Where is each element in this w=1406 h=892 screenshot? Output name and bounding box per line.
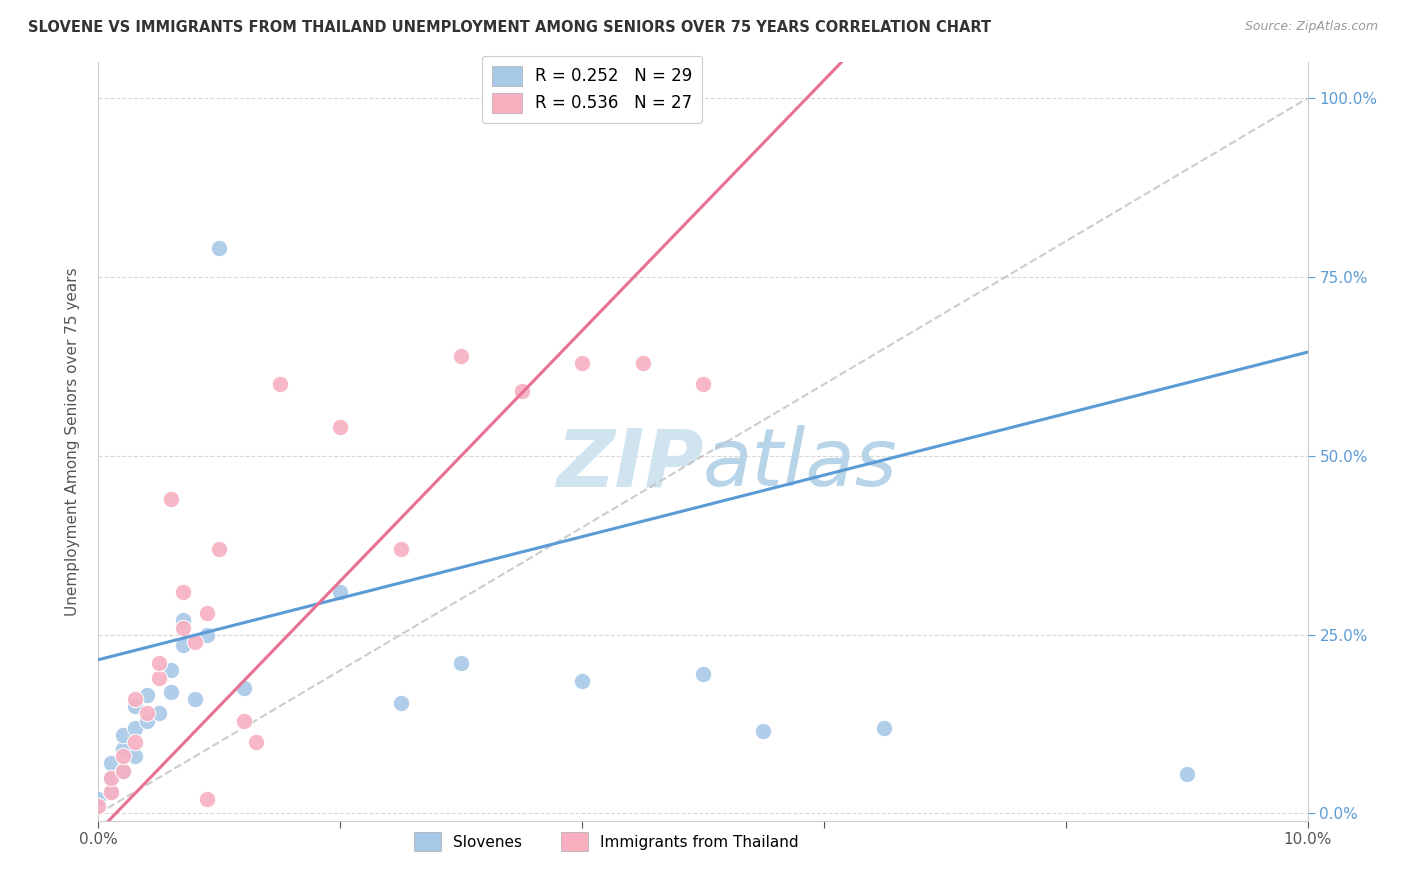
- Point: [87, 799, 110, 814]
- Point: [195, 792, 218, 806]
- Point: [124, 749, 146, 764]
- Point: [571, 356, 593, 370]
- Point: [160, 685, 183, 699]
- Point: [184, 635, 207, 649]
- Point: [752, 724, 775, 739]
- Point: [124, 721, 146, 735]
- Point: [100, 785, 122, 799]
- Text: SLOVENE VS IMMIGRANTS FROM THAILAND UNEMPLOYMENT AMONG SENIORS OVER 75 YEARS COR: SLOVENE VS IMMIGRANTS FROM THAILAND UNEM…: [28, 20, 991, 35]
- Point: [160, 491, 183, 506]
- Point: [450, 657, 472, 671]
- Point: [172, 620, 194, 634]
- Text: atlas: atlas: [703, 425, 898, 503]
- Point: [148, 706, 170, 721]
- Point: [329, 420, 352, 434]
- Point: [510, 384, 533, 399]
- Legend: Slovenes, Immigrants from Thailand: Slovenes, Immigrants from Thailand: [406, 824, 807, 858]
- Point: [389, 696, 412, 710]
- Point: [692, 377, 714, 392]
- Point: [124, 692, 146, 706]
- Point: [184, 692, 207, 706]
- Point: [631, 356, 654, 370]
- Point: [135, 689, 157, 703]
- Point: [148, 657, 170, 671]
- Point: [135, 714, 157, 728]
- Text: Source: ZipAtlas.com: Source: ZipAtlas.com: [1244, 20, 1378, 33]
- Point: [195, 606, 218, 620]
- Point: [111, 728, 134, 742]
- Point: [172, 639, 194, 653]
- Point: [571, 674, 593, 689]
- Point: [100, 785, 122, 799]
- Point: [873, 721, 896, 735]
- Point: [245, 735, 267, 749]
- Point: [100, 756, 122, 771]
- Point: [389, 541, 412, 556]
- Point: [124, 735, 146, 749]
- Point: [135, 706, 157, 721]
- Y-axis label: Unemployment Among Seniors over 75 years: Unemployment Among Seniors over 75 years: [65, 268, 80, 615]
- Point: [450, 349, 472, 363]
- Point: [692, 667, 714, 681]
- Point: [111, 764, 134, 778]
- Point: [172, 613, 194, 627]
- Point: [195, 628, 218, 642]
- Point: [100, 771, 122, 785]
- Point: [100, 771, 122, 785]
- Point: [111, 749, 134, 764]
- Point: [160, 664, 183, 678]
- Point: [232, 714, 254, 728]
- Point: [329, 584, 352, 599]
- Text: ZIP: ZIP: [555, 425, 703, 503]
- Point: [1175, 767, 1198, 781]
- Point: [269, 377, 291, 392]
- Point: [124, 699, 146, 714]
- Point: [87, 792, 110, 806]
- Point: [111, 764, 134, 778]
- Point: [208, 541, 231, 556]
- Point: [172, 584, 194, 599]
- Point: [232, 681, 254, 696]
- Point: [208, 241, 231, 255]
- Point: [148, 671, 170, 685]
- Point: [111, 742, 134, 756]
